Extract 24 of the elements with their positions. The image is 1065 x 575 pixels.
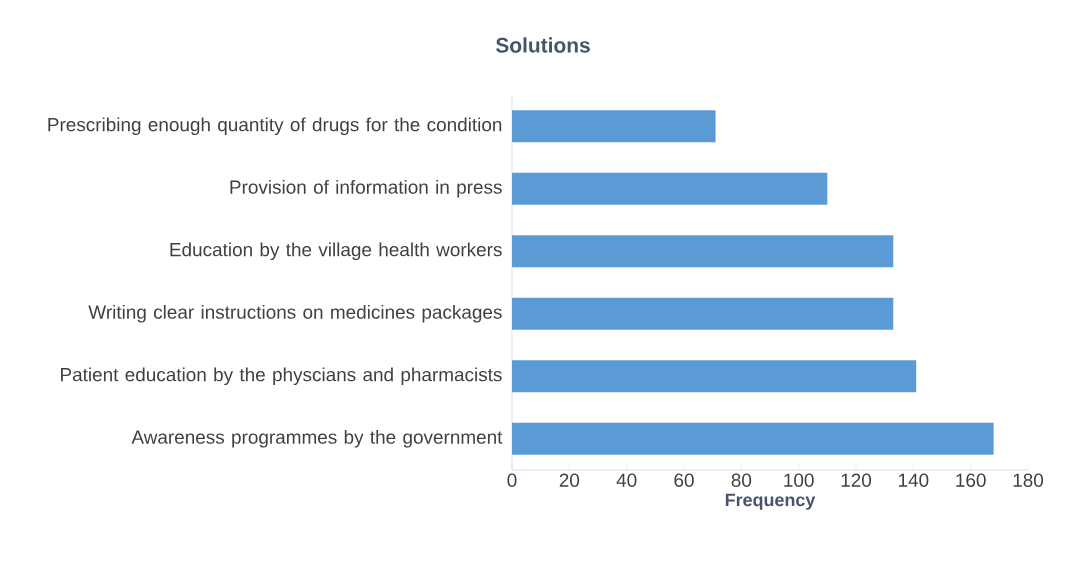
x-tick-label: 180	[1013, 473, 1044, 487]
y-tick-label: Writing clear instructions on medicines packages	[88, 304, 502, 323]
bar	[512, 422, 994, 455]
bar	[512, 235, 894, 268]
bar	[512, 172, 828, 205]
bar	[512, 110, 716, 143]
x-axis-title: Frequency	[725, 493, 816, 510]
y-tick-label: Awareness programmes by the government	[131, 429, 503, 448]
x-tick-label: 140	[898, 473, 929, 487]
bar	[512, 297, 894, 330]
x-tick-label: 120	[841, 473, 872, 487]
bar	[512, 360, 917, 393]
y-tick-label: Provision of information in press	[230, 179, 502, 198]
x-tick-label: 80	[731, 473, 752, 487]
x-tick-label: 100	[784, 473, 814, 487]
y-tick-label: Education by the village health workers	[170, 242, 502, 261]
chart-title: Solutions	[495, 37, 590, 53]
y-tick-label: Patient education by the physcians and pharmacists	[61, 367, 502, 386]
x-tick-label: 40	[616, 473, 637, 487]
x-tick-label: 20	[559, 473, 580, 487]
x-tick-label: 160	[956, 473, 986, 487]
y-tick-label: Prescribing enough quantity of drugs for the condition	[48, 117, 502, 136]
x-tick-label: 0	[507, 473, 517, 487]
x-tick-label: 60	[674, 473, 694, 487]
